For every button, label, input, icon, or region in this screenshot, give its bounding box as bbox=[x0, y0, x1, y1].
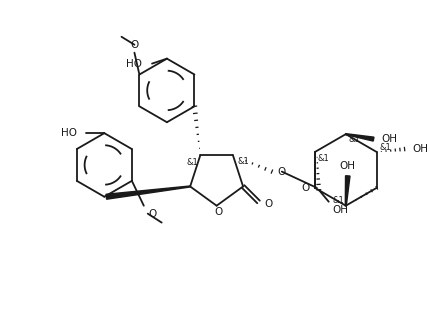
Text: OH: OH bbox=[412, 144, 427, 154]
Text: &1: &1 bbox=[237, 157, 249, 166]
Polygon shape bbox=[106, 186, 190, 199]
Text: OH: OH bbox=[339, 161, 355, 171]
Text: O: O bbox=[264, 199, 272, 209]
Text: OH: OH bbox=[381, 134, 396, 144]
Text: O: O bbox=[277, 167, 286, 177]
Text: &1: &1 bbox=[186, 158, 198, 167]
Text: OH: OH bbox=[332, 205, 348, 215]
Text: O: O bbox=[130, 40, 138, 50]
Text: &1: &1 bbox=[379, 143, 390, 152]
Text: O: O bbox=[214, 207, 222, 217]
Text: &1: &1 bbox=[348, 135, 359, 143]
Text: &1: &1 bbox=[331, 196, 343, 205]
Text: HO: HO bbox=[60, 128, 77, 138]
Polygon shape bbox=[345, 134, 373, 141]
Text: &1: &1 bbox=[317, 155, 329, 163]
Text: HO: HO bbox=[126, 58, 142, 69]
Text: O: O bbox=[148, 209, 157, 219]
Text: O: O bbox=[301, 183, 309, 193]
Polygon shape bbox=[344, 176, 349, 206]
